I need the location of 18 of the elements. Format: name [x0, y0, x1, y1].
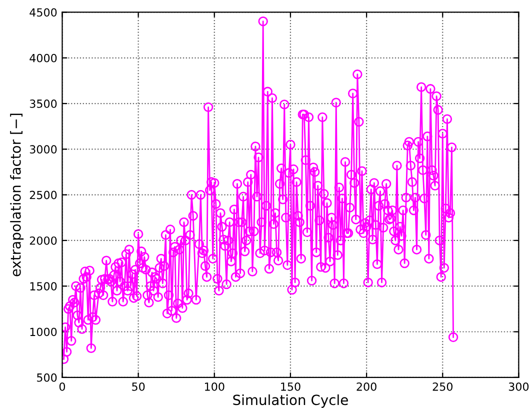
- x-axis-title: Simulation Cycle: [233, 394, 348, 408]
- x-tick-label: 100: [205, 382, 224, 391]
- y-tick-label: 1000: [30, 328, 57, 336]
- y-tick-label: 500: [37, 373, 57, 382]
- y-tick-label: 2000: [30, 236, 57, 245]
- y-tick-label: 4000: [30, 54, 57, 62]
- x-tick-label: 150: [281, 382, 300, 391]
- y-tick-label: 1500: [30, 282, 57, 290]
- y-tick-label: 4500: [30, 8, 57, 17]
- x-tick-label: 300: [508, 382, 529, 391]
- x-tick-label: 50: [132, 382, 145, 391]
- y-axis-title: extrapolation factor [−]: [10, 114, 24, 276]
- y-tick-label: 2500: [30, 190, 57, 200]
- y-tick-label: 3000: [30, 145, 57, 154]
- x-tick-label: 0: [59, 382, 66, 391]
- x-tick-label: 250: [432, 382, 452, 391]
- y-tick-label: 3500: [30, 100, 57, 108]
- x-tick-label: 200: [356, 382, 376, 391]
